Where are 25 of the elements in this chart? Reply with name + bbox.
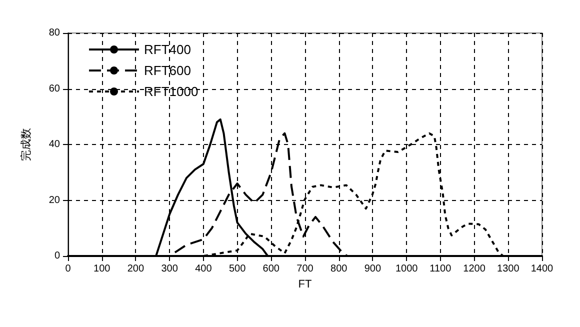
x-tick-label: 1000	[395, 264, 418, 274]
x-tick-label: 700	[296, 264, 314, 274]
y-tick-label: 0	[54, 250, 60, 262]
x-tick-label: 1400	[530, 264, 554, 274]
x-tick-label: 1300	[497, 264, 520, 274]
x-tick-label: 300	[161, 264, 178, 274]
y-tick-label: 40	[48, 139, 60, 150]
x-tick-label: 0	[65, 264, 72, 274]
x-tick-label: 1200	[463, 264, 486, 274]
x-tick-label: 1100	[430, 264, 452, 274]
x-tick-label: 500	[228, 264, 246, 274]
y-tick-label: 80	[48, 28, 60, 38]
y-tick-label: 20	[48, 194, 60, 206]
x-axis-title: FT	[298, 278, 312, 290]
x-tick-label: 100	[94, 264, 111, 274]
x-tick-label: 900	[364, 264, 382, 274]
y-tick-label: 60	[48, 83, 60, 94]
x-tick-label: 800	[330, 264, 348, 274]
y-axis-title: 完成数	[20, 128, 32, 161]
legend-label: RFT1000	[144, 84, 198, 99]
x-tick-label: 400	[195, 264, 212, 274]
x-tick-label: 600	[262, 264, 280, 274]
legend-label: RFT600	[144, 63, 191, 78]
x-tick-label: 200	[127, 264, 144, 274]
legend-label: RFT400	[144, 42, 191, 57]
